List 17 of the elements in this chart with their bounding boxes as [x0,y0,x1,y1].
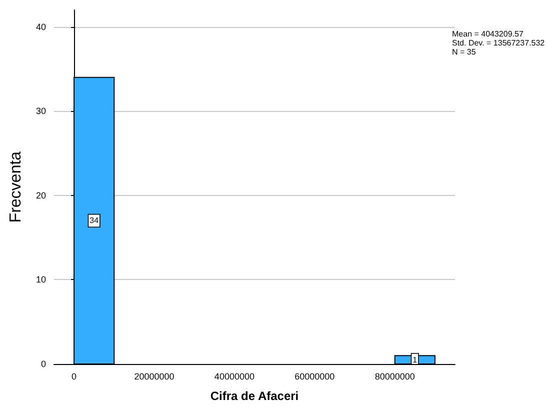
annotation: N = 35 [452,48,476,56]
y-tick-label: 10 [36,274,46,285]
x-tick-label: 20000000 [134,372,174,382]
data-label: 1 [412,355,418,364]
x-tick-label: 60000000 [294,372,335,382]
y-tick-label: 20 [36,190,46,200]
annotation: Std. Dev. = 13567237.532 [452,38,546,48]
data-label: 34 [90,216,100,226]
x-axis-title: Cifra de Afaceri [210,389,299,403]
x-tick-label: 40000000 [214,372,254,382]
y-tick-label: 0 [40,359,46,369]
y-tick-label: 30 [36,106,46,116]
y-tick-label: 40 [36,22,46,32]
x-tick-label: 0 [72,372,77,382]
x-tick-label: 80000000 [374,372,415,382]
y-axis-title: Frecventa [8,151,24,223]
annotation: Mean = 4043209.57 [452,30,524,38]
